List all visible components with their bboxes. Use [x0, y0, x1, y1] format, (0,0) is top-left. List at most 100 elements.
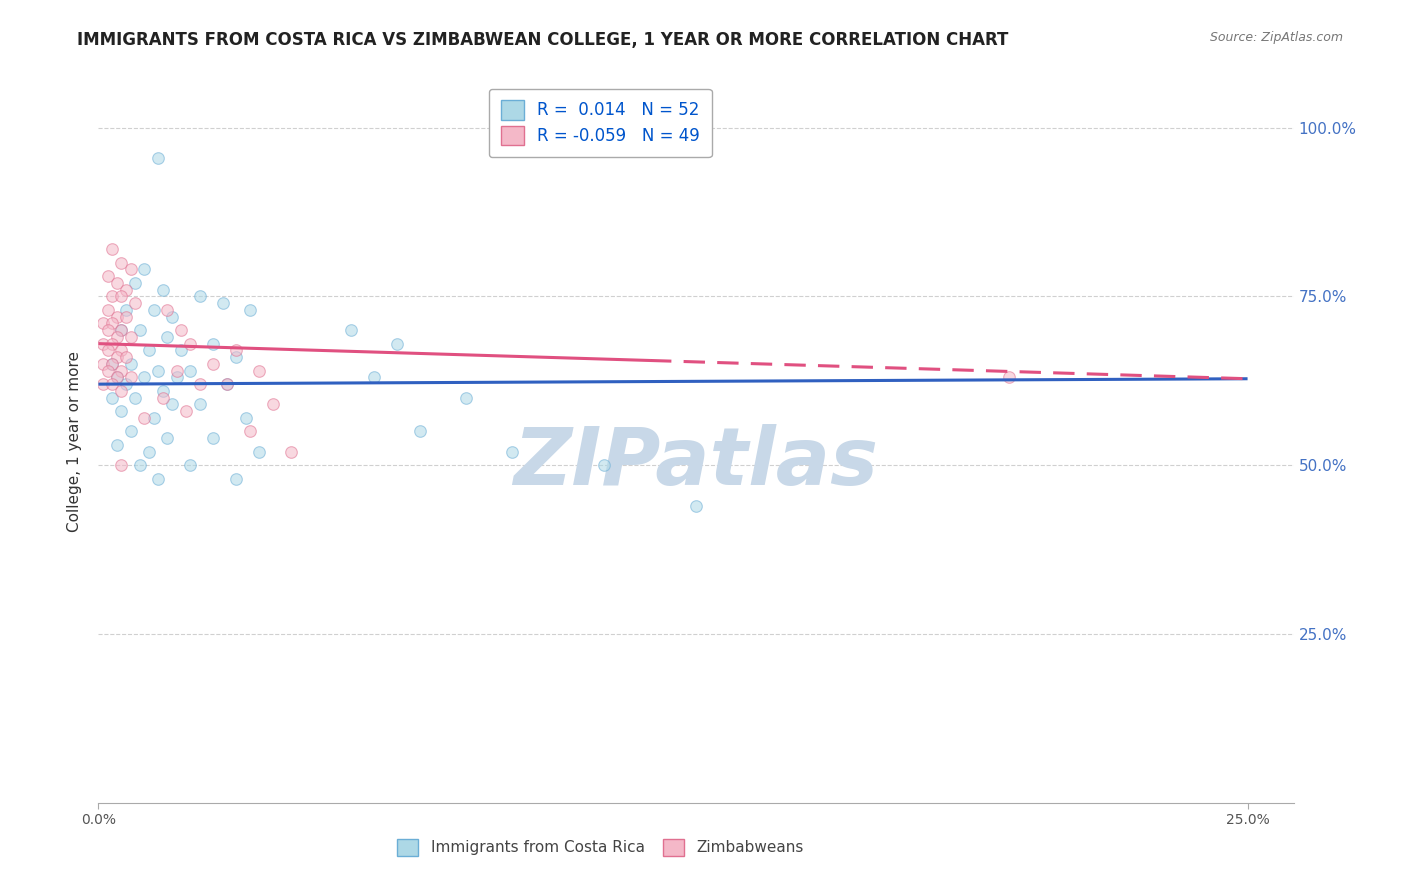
Point	[225, 472, 247, 486]
Point	[120, 425, 142, 439]
Point	[170, 323, 193, 337]
Point	[101, 289, 124, 303]
Point	[385, 336, 409, 351]
Y-axis label: College, 1 year or more: College, 1 year or more	[67, 351, 83, 532]
Point	[110, 404, 132, 418]
Point	[97, 343, 120, 358]
Point	[124, 276, 146, 290]
Point	[105, 350, 128, 364]
Point	[152, 384, 174, 398]
Point	[138, 444, 160, 458]
Point	[501, 444, 523, 458]
Point	[110, 255, 132, 269]
Point	[120, 262, 142, 277]
Point	[280, 444, 302, 458]
Point	[211, 296, 233, 310]
Point	[115, 302, 138, 317]
Text: ZIPatlas: ZIPatlas	[513, 425, 879, 502]
Point	[156, 302, 179, 317]
Point	[142, 302, 165, 317]
Point	[225, 350, 247, 364]
Point	[101, 357, 124, 371]
Point	[148, 151, 170, 165]
Point	[160, 310, 183, 324]
Point	[105, 370, 128, 384]
Point	[179, 336, 201, 351]
Point	[156, 431, 179, 445]
Point	[179, 458, 201, 472]
Point	[188, 397, 211, 411]
Point	[148, 472, 170, 486]
Point	[166, 364, 188, 378]
Point	[152, 391, 174, 405]
Point	[247, 444, 270, 458]
Point	[997, 370, 1019, 384]
Point	[115, 350, 138, 364]
Point	[685, 499, 707, 513]
Point	[110, 458, 132, 472]
Point	[217, 377, 239, 392]
Point	[166, 370, 188, 384]
Point	[105, 370, 128, 384]
Point	[152, 283, 174, 297]
Text: Source: ZipAtlas.com: Source: ZipAtlas.com	[1209, 31, 1343, 45]
Point	[115, 310, 138, 324]
Point	[110, 323, 132, 337]
Point	[120, 330, 142, 344]
Point	[128, 323, 150, 337]
Point	[101, 317, 124, 331]
Point	[363, 370, 385, 384]
Point	[174, 404, 197, 418]
Point	[115, 283, 138, 297]
Point	[115, 377, 138, 392]
Point	[593, 458, 616, 472]
Point	[105, 276, 128, 290]
Point	[105, 438, 128, 452]
Point	[97, 323, 120, 337]
Point	[160, 397, 183, 411]
Point	[110, 343, 132, 358]
Point	[101, 377, 124, 392]
Point	[97, 364, 120, 378]
Point	[110, 364, 132, 378]
Point	[91, 317, 114, 331]
Point	[97, 302, 120, 317]
Legend: Immigrants from Costa Rica, Zimbabweans: Immigrants from Costa Rica, Zimbabweans	[389, 830, 811, 863]
Point	[202, 357, 225, 371]
Point	[134, 370, 156, 384]
Point	[91, 336, 114, 351]
Point	[134, 262, 156, 277]
Point	[101, 242, 124, 256]
Point	[142, 411, 165, 425]
Point	[170, 343, 193, 358]
Point	[105, 310, 128, 324]
Point	[138, 343, 160, 358]
Point	[188, 377, 211, 392]
Point	[340, 323, 363, 337]
Point	[110, 323, 132, 337]
Point	[148, 364, 170, 378]
Point	[97, 269, 120, 284]
Point	[202, 336, 225, 351]
Point	[225, 343, 247, 358]
Point	[124, 296, 146, 310]
Point	[202, 431, 225, 445]
Point	[110, 289, 132, 303]
Point	[101, 391, 124, 405]
Point	[134, 411, 156, 425]
Text: IMMIGRANTS FROM COSTA RICA VS ZIMBABWEAN COLLEGE, 1 YEAR OR MORE CORRELATION CHA: IMMIGRANTS FROM COSTA RICA VS ZIMBABWEAN…	[77, 31, 1008, 49]
Point	[409, 425, 432, 439]
Point	[217, 377, 239, 392]
Point	[188, 289, 211, 303]
Point	[156, 330, 179, 344]
Point	[120, 370, 142, 384]
Point	[124, 391, 146, 405]
Point	[239, 302, 262, 317]
Point	[235, 411, 257, 425]
Point	[101, 336, 124, 351]
Point	[120, 357, 142, 371]
Point	[91, 357, 114, 371]
Point	[247, 364, 270, 378]
Point	[110, 384, 132, 398]
Point	[91, 377, 114, 392]
